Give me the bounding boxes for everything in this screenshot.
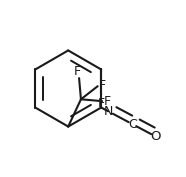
Text: F: F [74, 65, 81, 78]
Text: F: F [99, 79, 106, 92]
Text: F: F [104, 95, 111, 108]
Text: O: O [150, 130, 160, 143]
Text: N: N [104, 105, 113, 118]
Text: F: F [98, 97, 105, 110]
Text: C: C [128, 118, 137, 131]
